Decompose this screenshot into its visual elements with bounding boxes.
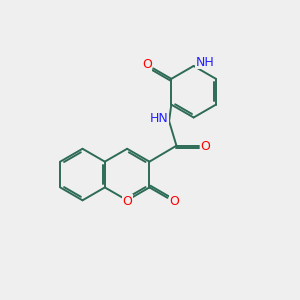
Text: O: O <box>200 140 210 153</box>
Text: O: O <box>169 195 179 208</box>
Text: O: O <box>142 58 152 71</box>
Text: NH: NH <box>195 56 214 69</box>
Text: O: O <box>122 195 132 208</box>
Text: HN: HN <box>150 112 169 125</box>
